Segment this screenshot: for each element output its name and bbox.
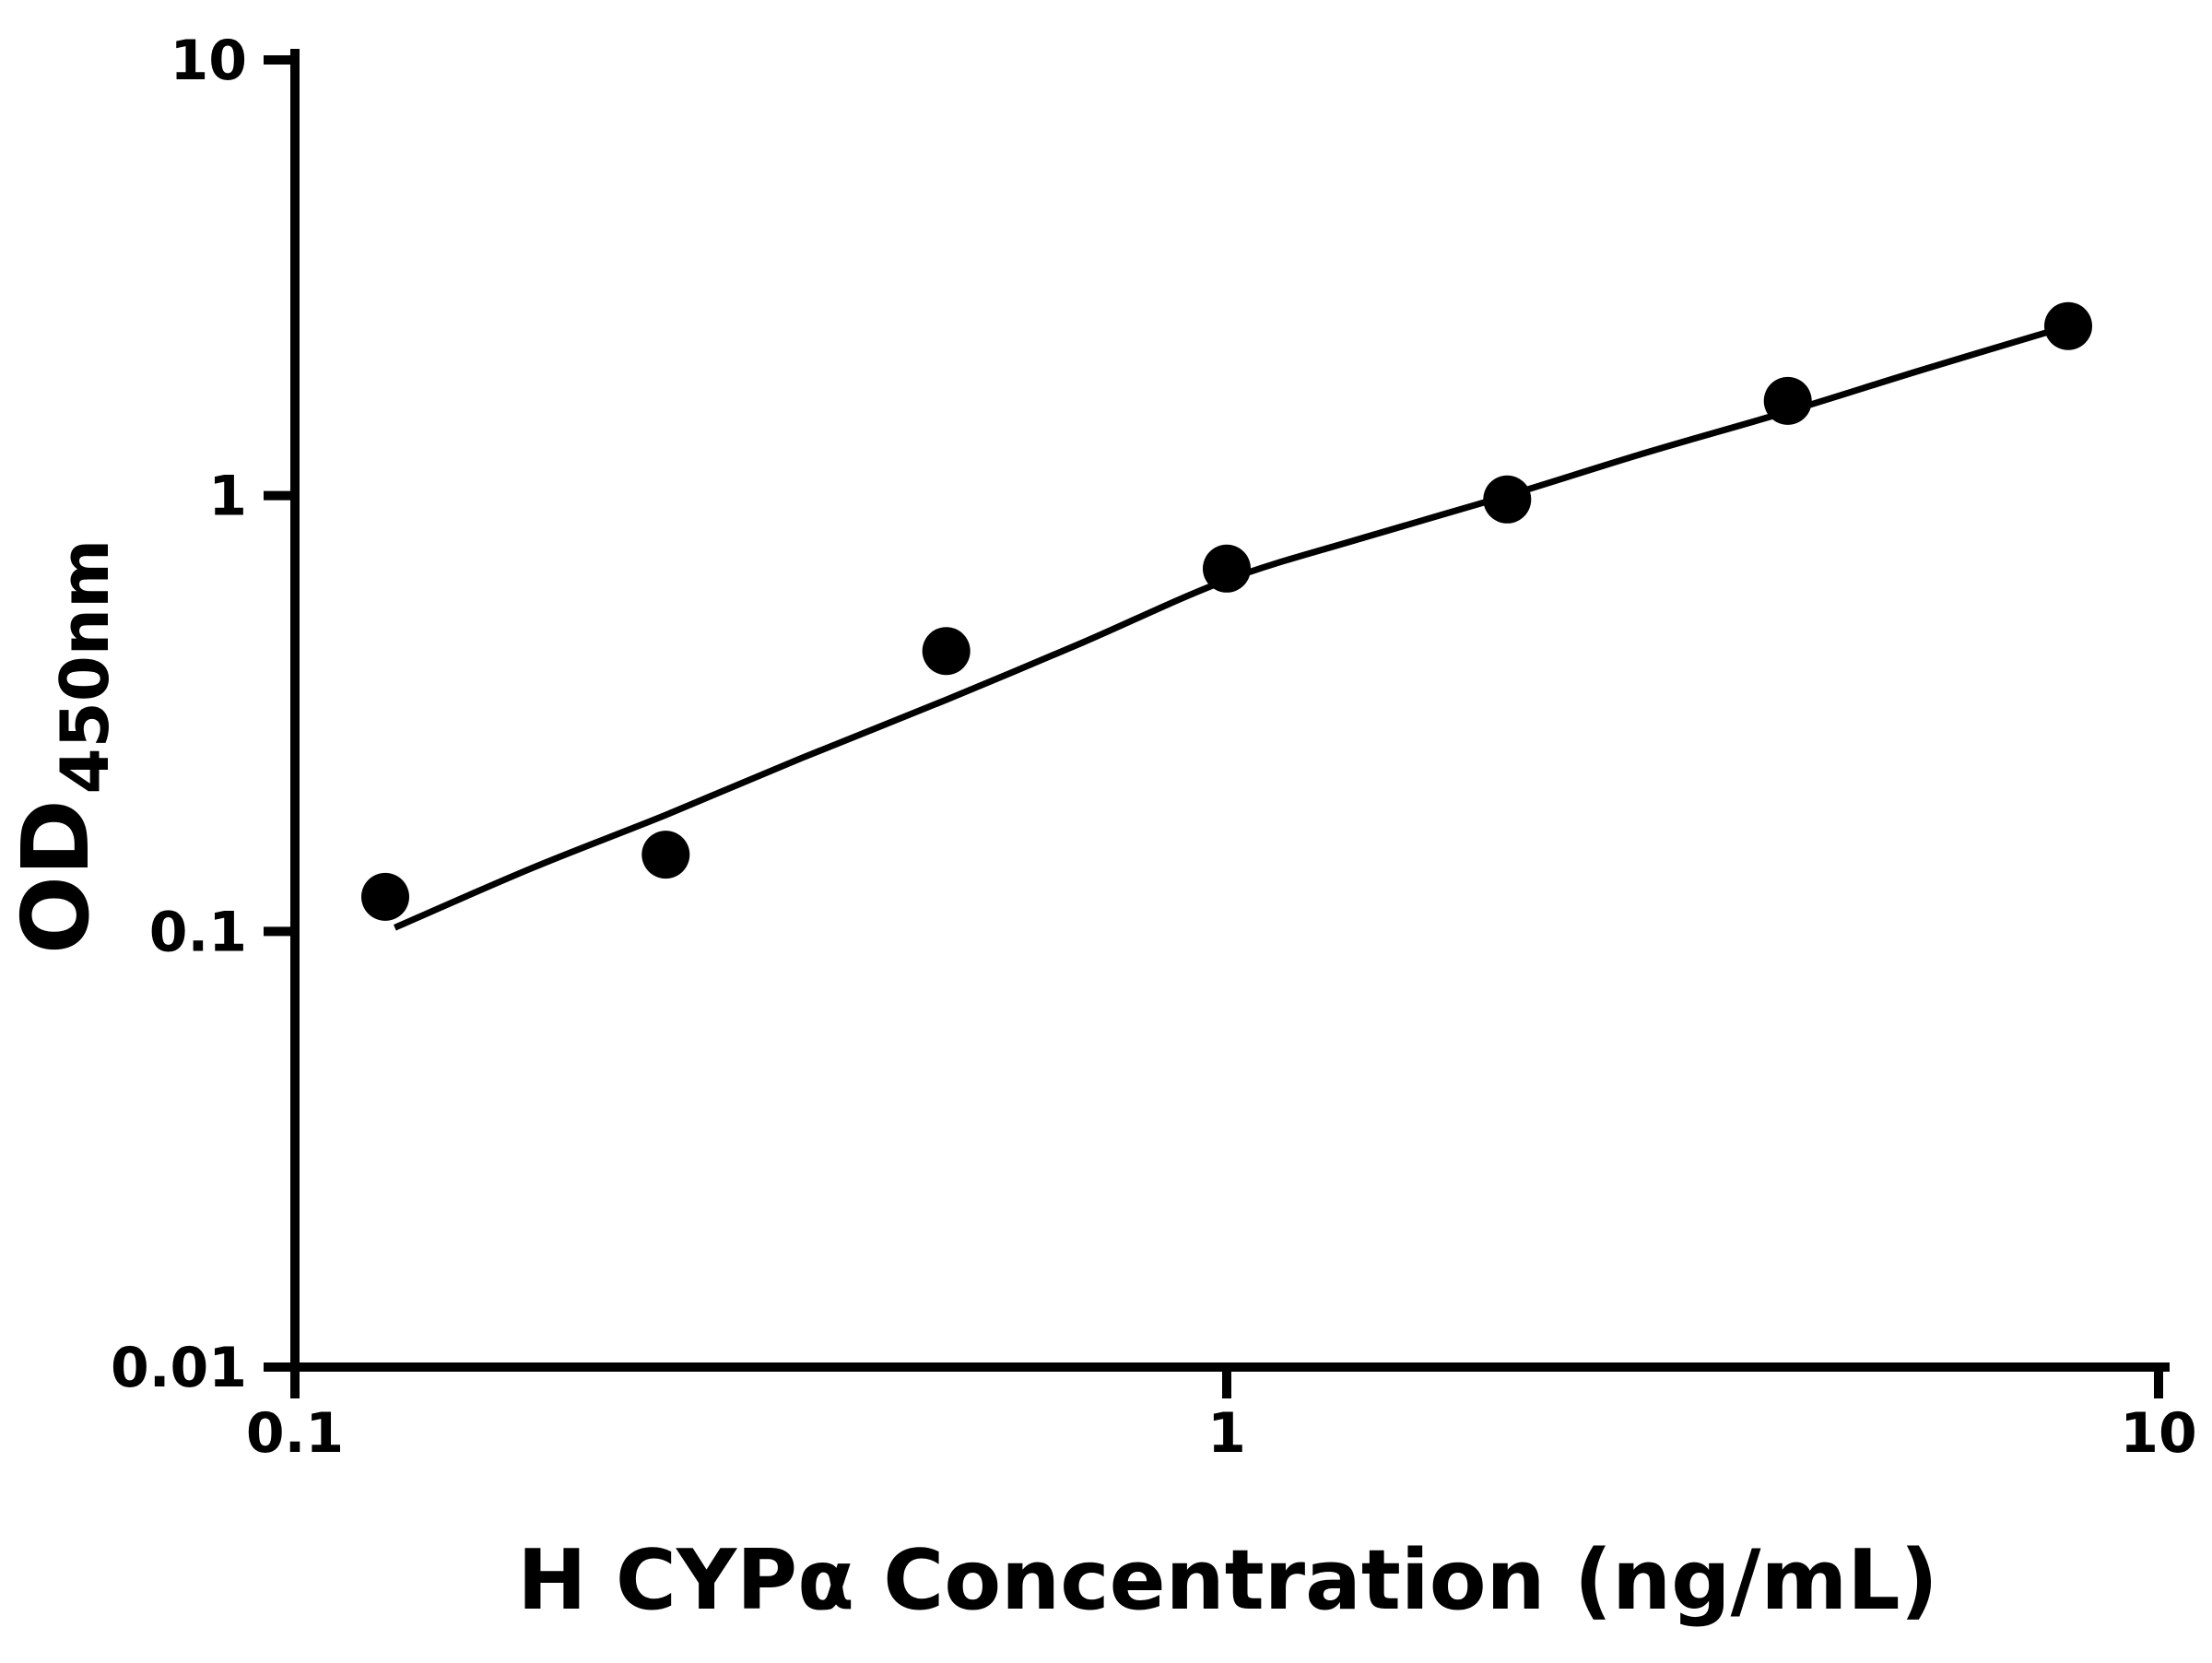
data-point <box>1763 376 1812 425</box>
x-tick-label: 10 <box>2120 1401 2197 1466</box>
x-tick-label: 1 <box>1207 1401 1246 1466</box>
fit-curve <box>393 323 2070 931</box>
y-axis-title-subscript: 450nm <box>46 539 124 795</box>
fit-curve-path <box>393 323 2070 931</box>
data-point <box>1483 475 1532 524</box>
x-axis-title: H CYPα Concentration (ng/mL) <box>517 1532 1937 1629</box>
axes <box>290 49 2170 1372</box>
data-points <box>361 301 2092 921</box>
data-point <box>922 627 971 676</box>
y-tick-label: 0.1 <box>149 900 247 964</box>
data-point <box>361 872 409 921</box>
data-point <box>1203 544 1251 593</box>
y-tick-label: 1 <box>208 465 247 529</box>
y-tick-label: 10 <box>171 29 248 93</box>
x-axis-ticks: 0.1 1 10 <box>246 1367 2197 1466</box>
y-axis-ticks: 0.01 0.1 1 10 <box>111 29 295 1400</box>
data-point <box>2044 301 2092 350</box>
y-axis-title: OD 450nm <box>2 539 124 954</box>
data-point <box>641 831 690 879</box>
y-tick-label: 0.01 <box>111 1336 247 1400</box>
y-axis-title-main: OD <box>2 799 110 954</box>
x-tick-label: 0.1 <box>246 1401 344 1466</box>
